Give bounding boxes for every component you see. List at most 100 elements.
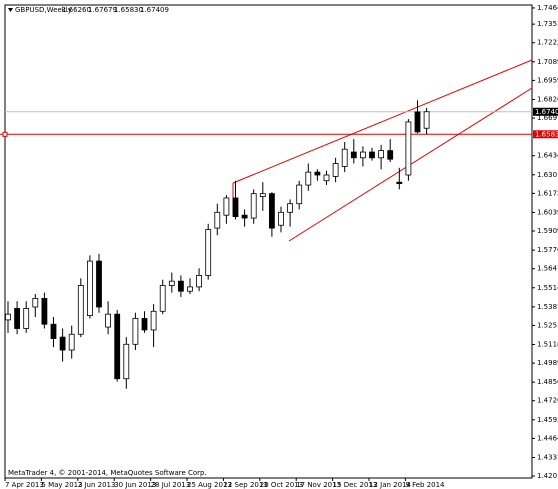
y-tick-label: 1.63015: [537, 171, 558, 179]
y-tick-label: 1.74645: [537, 4, 558, 12]
y-tick-label: 1.60390: [537, 208, 558, 216]
candle-body: [96, 260, 102, 308]
level-handle: [2, 131, 8, 137]
y-tick-label: 1.45935: [537, 416, 558, 424]
candle-body: [159, 285, 166, 312]
y-tick-label: 1.55140: [537, 284, 558, 292]
y-tick-label: 1.68265: [537, 95, 558, 103]
candle-body: [369, 151, 375, 159]
candle-body: [141, 318, 148, 331]
candle-body: [132, 318, 139, 345]
candle-body: [168, 280, 175, 286]
candle-body: [87, 260, 93, 316]
y-tick-label: 1.42015: [537, 472, 558, 480]
y-tick-label: 1.43310: [537, 453, 558, 461]
y-tick-label: 1.57765: [537, 246, 558, 254]
candle-body: [205, 229, 212, 276]
y-tick-label: 1.66970: [537, 114, 558, 122]
candle-body: [232, 197, 239, 218]
candle-body: [287, 203, 294, 213]
y-tick-label: 1.59095: [537, 227, 558, 235]
x-tick-label: 28 Jul 2013: [151, 481, 191, 489]
x-tick-label: 22 Sep 2013: [223, 481, 267, 489]
x-tick-label: 9 Feb 2014: [405, 481, 445, 489]
y-tick-label: 1.53810: [537, 303, 558, 311]
header-symbol: GBPUSD,Weekly: [15, 6, 72, 14]
header-high: 1.67679: [88, 6, 117, 14]
level-label-box: [533, 130, 558, 139]
candle-body: [241, 214, 248, 219]
current-price-box: [533, 107, 558, 116]
candle-body: [5, 313, 11, 321]
x-tick-label: 15 Dec 2013: [333, 481, 378, 489]
header-close: 1.67409: [140, 6, 169, 14]
candle-body: [423, 111, 430, 129]
y-tick-label: 1.61720: [537, 189, 558, 197]
candle-body: [214, 211, 221, 229]
header-low: 1.65830: [114, 6, 143, 14]
x-tick-label: 2 Jun 2013: [78, 481, 116, 489]
x-tick-label: 5 May 2013: [41, 481, 82, 489]
candle-body: [296, 184, 303, 205]
candle-body: [405, 121, 412, 176]
y-tick-label: 1.52515: [537, 321, 558, 329]
y-tick-label: 1.51185: [537, 341, 558, 349]
level-label: 1.65838: [535, 130, 558, 138]
candle-body: [105, 313, 111, 328]
x-tick-label: 20 Oct 2013: [260, 481, 303, 489]
candle-body: [223, 197, 230, 216]
x-tick-label: 17 Nov 2013: [296, 481, 341, 489]
candle-body: [177, 280, 184, 292]
candle-body: [123, 343, 130, 380]
footer: MetaTrader 4, © 2001-2014, MetaQuotes So…: [8, 469, 207, 477]
candle-body: [387, 150, 394, 160]
candle-body: [68, 333, 75, 351]
candle-body: [32, 297, 39, 308]
x-tick-label: 12 Jan 2014: [369, 481, 412, 489]
candle-body: [59, 336, 66, 351]
channel-upper: [232, 59, 533, 184]
x-tick-label: 30 Jun 2013: [114, 481, 156, 489]
candle-body: [196, 275, 203, 288]
candle-body: [359, 151, 366, 159]
y-tick-label: 1.49890: [537, 359, 558, 367]
x-tick-label: 7 Apr 2013: [5, 481, 44, 489]
candle-body: [259, 193, 266, 197]
y-tick-label: 1.44640: [537, 434, 558, 442]
y-tick-label: 1.64345: [537, 152, 558, 160]
y-tick-label: 1.47265: [537, 397, 558, 405]
candle-body: [77, 285, 84, 335]
candle-body: [50, 323, 57, 339]
candle-body: [23, 308, 30, 329]
candle-body: [378, 150, 385, 159]
candle-body: [14, 308, 21, 329]
candle-body: [414, 111, 421, 133]
candle-body: [278, 211, 284, 226]
candle-body: [341, 148, 348, 167]
y-tick-label: 1.56470: [537, 265, 558, 273]
candle-body: [250, 193, 257, 219]
candle-body: [114, 313, 121, 380]
candle-body: [305, 171, 312, 186]
y-tick-label: 1.70890: [537, 58, 558, 66]
candle-body: [332, 163, 339, 177]
candle-body: [187, 286, 193, 292]
candle-body: [396, 181, 403, 185]
candle-body: [314, 171, 321, 176]
current-price-label: 1.67409: [535, 108, 558, 116]
y-tick-label: 1.48560: [537, 378, 558, 386]
candle-body: [350, 151, 357, 159]
header-open: 1.66260: [62, 6, 91, 14]
plot-frame: [4, 4, 533, 479]
candle-body: [150, 310, 157, 331]
candle-body: [268, 193, 275, 229]
y-tick-label: 1.73515: [537, 20, 558, 28]
y-tick-label: 1.72220: [537, 39, 558, 47]
x-tick-label: 25 Aug 2013: [187, 481, 232, 489]
candle-body: [41, 297, 48, 325]
candle-body: [323, 174, 330, 182]
header-arrow: [8, 8, 13, 12]
y-tick-label: 1.69595: [537, 76, 558, 84]
